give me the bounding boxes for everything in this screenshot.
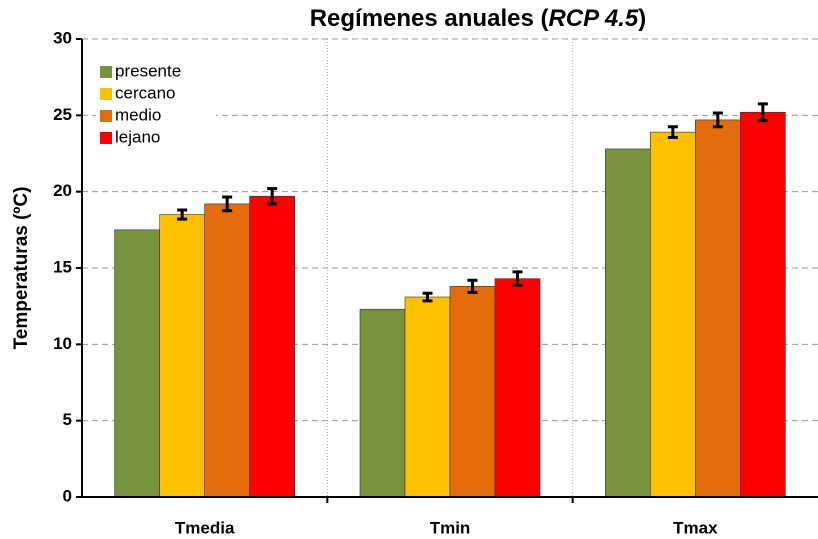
legend-swatch <box>100 66 112 78</box>
bar <box>449 286 496 498</box>
y-tick-label: 0 <box>63 486 72 505</box>
error-bar <box>422 291 433 303</box>
bar <box>650 131 696 498</box>
chart-title: Regímenes anuales (RCP 4.5) <box>310 5 647 32</box>
bar <box>695 119 741 498</box>
y-axis-label: Temperaturas (ºC) <box>11 187 32 350</box>
legend-label: medio <box>115 105 161 124</box>
error-bar <box>467 278 478 294</box>
bar <box>114 229 160 498</box>
legend-swatch <box>100 132 112 144</box>
bar <box>204 203 250 498</box>
error-bar <box>222 195 233 213</box>
legend-box <box>96 60 216 150</box>
bar <box>159 214 205 498</box>
bar <box>404 296 451 498</box>
x-tick-label: Tmedia <box>175 518 235 537</box>
error-bar <box>757 102 768 123</box>
error-bar <box>712 111 723 129</box>
bar <box>740 111 786 498</box>
legend-label: cercano <box>115 83 175 102</box>
y-tick-label: 10 <box>53 334 72 353</box>
title-part: Regímenes anuales ( <box>310 5 549 32</box>
bar <box>249 195 295 498</box>
title-part: RCP 4.5 <box>548 5 638 32</box>
y-tick-label: 25 <box>53 105 72 124</box>
x-tick-label: Tmax <box>673 518 718 537</box>
bar <box>605 148 651 498</box>
title-part: ) <box>638 5 646 32</box>
error-bar <box>667 125 678 139</box>
y-tick-label: 30 <box>53 28 72 47</box>
legend-label: presente <box>115 61 181 80</box>
bar <box>359 308 406 498</box>
legend-swatch <box>100 110 112 122</box>
y-tick-label: 15 <box>53 257 72 276</box>
x-tick-label: Tmin <box>430 518 471 537</box>
error-bar <box>267 187 278 206</box>
legend-label: lejano <box>115 127 160 146</box>
y-tick-label: 20 <box>53 181 72 200</box>
y-tick-label: 5 <box>63 410 72 429</box>
legend-swatch <box>100 88 112 100</box>
bar <box>494 278 541 498</box>
error-bar <box>512 270 523 288</box>
error-bar <box>177 208 188 221</box>
